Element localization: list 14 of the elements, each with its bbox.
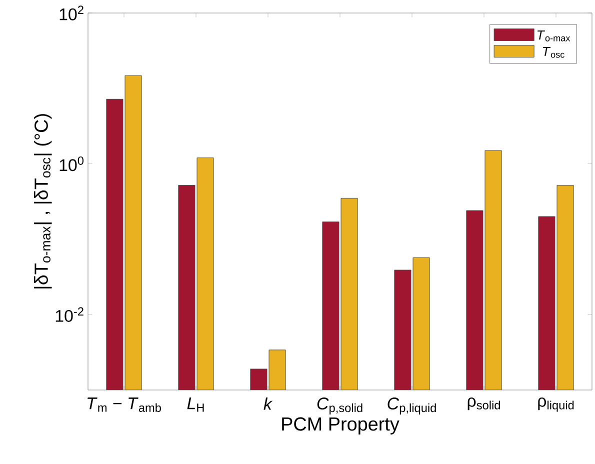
x-tick-label: k [264, 398, 273, 410]
x-tick-label: ρ$_{solid}$ [468, 398, 500, 410]
y-tick-label: 10$^{-2}$ [56, 307, 84, 322]
y-tick-label: 10$^{0}$ [60, 156, 84, 172]
legend-label: T$_{o-max}$ [537, 30, 570, 42]
legend-label: T$_{osc}$ [543, 47, 564, 58]
y-axis-title: |δT$_{o-max}$| , |δT$_{osc}$| (°C) [34, 114, 52, 288]
x-tick-label: C$_{p,liquid}$ [388, 398, 436, 414]
x-tick-label: L$_{H}$ [187, 398, 204, 412]
x-tick-label: T$_{m}$ − T$_{amb}$ [88, 398, 161, 412]
x-axis-title: PCM Property [282, 417, 400, 434]
x-tick-label: C$_{p,solid}$ [317, 398, 362, 414]
y-tick-label: 10$^{2}$ [60, 6, 84, 20]
x-tick-label: ρ$_{liquid}$ [538, 398, 574, 412]
